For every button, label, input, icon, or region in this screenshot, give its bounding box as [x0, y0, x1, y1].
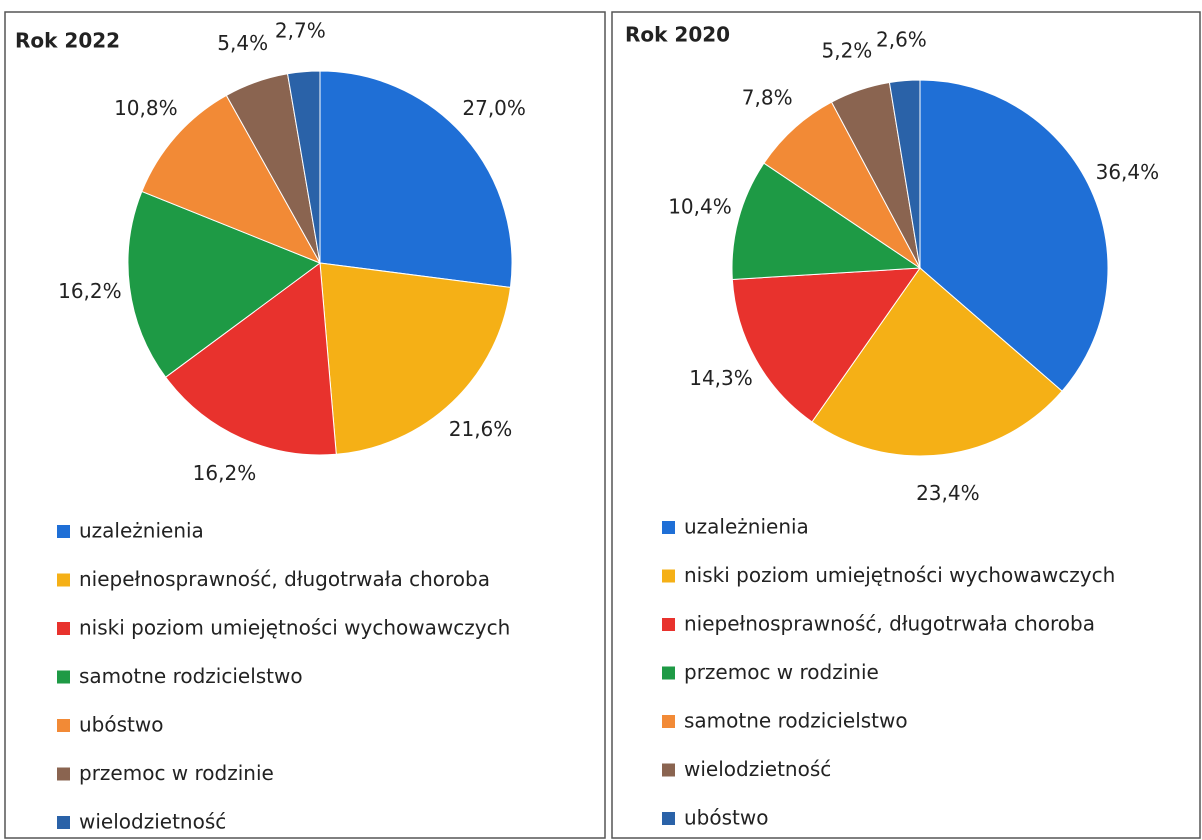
- legend-swatch: [57, 670, 70, 684]
- data-label: 16,2%: [193, 461, 257, 485]
- data-label: 5,4%: [217, 31, 268, 55]
- data-label: 14,3%: [689, 366, 753, 390]
- legend-label: wielodzietność: [79, 810, 226, 834]
- data-label: 7,8%: [742, 85, 793, 109]
- data-label: 16,2%: [58, 279, 122, 303]
- pie-slice: [731, 267, 922, 423]
- pie-slice: [319, 262, 512, 455]
- legend-label: niski poziom umiejętności wychowawczych: [79, 616, 510, 640]
- data-label: 21,6%: [449, 417, 513, 441]
- legend-label: uzależnienia: [79, 519, 204, 543]
- legend-label: ubóstwo: [684, 806, 768, 830]
- pie-slice: [888, 79, 921, 269]
- pie-slice: [919, 79, 1109, 392]
- legend-label: niski poziom umiejętności wychowawczych: [684, 563, 1115, 587]
- legend-swatch: [662, 666, 675, 680]
- data-label: 10,8%: [114, 96, 178, 120]
- pie-slice: [127, 190, 322, 378]
- legend-swatch: [57, 816, 70, 829]
- legend-swatch: [662, 715, 675, 728]
- legend-swatch: [662, 521, 675, 534]
- legend-label: uzależnienia: [684, 515, 809, 539]
- chart-title: Rok 2020: [625, 23, 730, 47]
- legend-label: niepełnosprawność, długotrwała choroba: [684, 612, 1095, 636]
- legend-swatch: [57, 767, 70, 781]
- data-label: 10,4%: [668, 195, 732, 219]
- panel-frame: [4, 11, 606, 839]
- legend-label: przemoc w rodzinie: [79, 761, 274, 785]
- data-label: 2,7%: [275, 18, 326, 42]
- legend-label: przemoc w rodzinie: [684, 660, 879, 684]
- panel-frame: [611, 11, 1201, 839]
- chart-title: Rok 2022: [15, 29, 120, 53]
- legend-swatch: [662, 618, 675, 631]
- legend-label: niepełnosprawność, długotrwała choroba: [79, 567, 490, 591]
- legend-label: samotne rodzicielstwo: [79, 664, 303, 688]
- data-label: 27,0%: [462, 96, 526, 120]
- legend-label: wielodzietność: [684, 757, 831, 781]
- legend-label: samotne rodzicielstwo: [684, 709, 908, 733]
- data-label: 36,4%: [1096, 160, 1160, 184]
- legend-swatch: [662, 569, 675, 583]
- pie-slice: [286, 70, 321, 264]
- data-label: 2,6%: [876, 27, 927, 51]
- pie-slice: [141, 94, 322, 264]
- legend-swatch: [57, 622, 70, 635]
- legend-swatch: [662, 812, 675, 825]
- legend-label: ubóstwo: [79, 713, 163, 737]
- pie-slice: [763, 101, 921, 269]
- legend-swatch: [57, 719, 70, 732]
- pie-slice: [731, 162, 922, 281]
- legend-swatch: [662, 763, 675, 777]
- pie-slice: [811, 267, 1063, 457]
- pie-slice: [319, 70, 513, 288]
- data-label: 23,4%: [916, 481, 980, 505]
- legend-swatch: [57, 573, 70, 587]
- pie-slice: [164, 262, 337, 456]
- data-label: 5,2%: [821, 39, 872, 63]
- legend-swatch: [57, 525, 70, 538]
